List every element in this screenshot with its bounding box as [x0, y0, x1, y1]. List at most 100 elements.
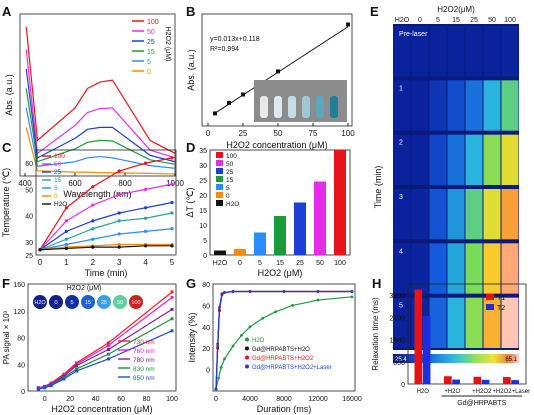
y-tick-label: 20 [199, 193, 207, 200]
y-axis-label: Abs. (a.u.) [186, 49, 196, 91]
data-point [64, 219, 68, 223]
heatmap-cell [501, 297, 519, 348]
heatmap-cell [447, 243, 465, 294]
legend-label: 850 nm [133, 375, 155, 382]
legend-label: 0 [226, 193, 230, 200]
legend-label: 15 [226, 177, 234, 184]
y-axis-label: Time (min) [373, 166, 383, 209]
fit-r2: R²=0.994 [210, 46, 239, 53]
data-point [117, 169, 121, 173]
heatmap-background [393, 24, 519, 350]
data-point [91, 219, 95, 223]
bar-T2 [452, 379, 460, 384]
y-axis-label: Temperature (℃) [1, 168, 11, 237]
data-point [62, 377, 66, 381]
y-tick-label: 0 [21, 389, 25, 396]
y-tick-label: 800 [393, 360, 405, 367]
panel-label: C [2, 140, 12, 155]
x-axis-label: Wavelength (nm) [63, 189, 131, 199]
heatmap-cell [483, 80, 501, 131]
data-point [214, 387, 218, 391]
column-label: 100 [504, 17, 516, 24]
y-tick-label: 80 [17, 336, 25, 343]
legend-label: T2 [497, 305, 505, 312]
colorbar-max: 65.1 [505, 357, 517, 363]
legend-label: Gd@HRPABTS+H2O2+Laser [252, 365, 332, 371]
data-point [316, 290, 320, 293]
heatmap-cell [465, 189, 483, 240]
series-line-100 [39, 157, 173, 251]
data-point [261, 316, 265, 320]
heatmap-cell [429, 26, 447, 77]
series-line-0 [215, 296, 353, 389]
legend-swatch [245, 337, 249, 342]
legend-label: 830 nm [133, 366, 155, 373]
heatmap-title: H2O2(μM) [437, 5, 475, 14]
x-tick-label: H2O [417, 389, 430, 395]
data-point [117, 219, 121, 223]
x-tick-label: 100 [334, 260, 346, 267]
data-point [91, 245, 95, 249]
series-line-0 [39, 243, 172, 251]
data-point [170, 307, 174, 311]
x-tick-label: 50 [274, 129, 283, 138]
panel-label: F [2, 276, 10, 291]
x-tick-label: 25 [296, 260, 304, 267]
row-label: 1 [399, 85, 403, 92]
data-point [91, 237, 95, 241]
heatmap-cell [465, 80, 483, 131]
data-point [117, 211, 121, 215]
data-point [49, 384, 53, 388]
data-point [170, 227, 174, 231]
bar-15 [274, 216, 286, 255]
row-label: 3 [399, 194, 403, 201]
column-label: H2O [395, 17, 410, 24]
heatmap-cell [465, 297, 483, 348]
legend-label: 50 [226, 161, 234, 168]
heatmap-cell [429, 297, 447, 348]
data-point [64, 246, 68, 251]
legend-label: 25 [226, 169, 234, 176]
legend-label: 780 nm [133, 357, 155, 364]
inset-label: 15 [85, 300, 91, 306]
x-tick-label: +H2O [444, 389, 460, 395]
y-axis-label: Abs. (a.u.) [4, 74, 14, 116]
data-point [144, 244, 148, 248]
y-tick-label: 10 [199, 223, 207, 230]
heatmap-cell [465, 134, 483, 185]
series-line-2 [215, 290, 352, 389]
data-point [240, 333, 243, 337]
data-point [170, 156, 174, 160]
heatmap-cell [501, 243, 519, 294]
x-tick-label: 3 [117, 258, 122, 267]
legend-label: H2O [252, 338, 265, 344]
pa-image-dot [97, 295, 111, 309]
data-point [170, 317, 174, 321]
y-tick-label: 40 [202, 325, 210, 332]
heatmap-cell [429, 189, 447, 240]
panel-label: B [186, 4, 195, 19]
row-label: 5 [399, 303, 403, 310]
data-point [170, 200, 174, 205]
panel-label: D [186, 140, 195, 155]
y-tick-label: 60 [202, 303, 210, 310]
heatmap-cell [429, 80, 447, 131]
data-point [291, 304, 294, 307]
vial [260, 96, 268, 118]
data-point [64, 242, 68, 247]
legend-swatch [216, 192, 223, 198]
bar-T2 [481, 379, 490, 384]
x-tick-label: 100 [166, 396, 178, 403]
x-tick-label: +H2O2 [472, 389, 492, 395]
heatmap-cell [411, 243, 429, 294]
legend-label: 5 [54, 185, 58, 192]
y-tick-label: 25 [25, 253, 33, 260]
data-point [282, 290, 286, 293]
y-tick-label: 15 [199, 208, 207, 215]
y-axis-label: Intensity (%) [187, 312, 197, 362]
y-tick-label: 30 [25, 240, 33, 247]
y-tick-label: 120 [13, 309, 25, 316]
colorbar-min: 25.4 [395, 357, 407, 363]
legend-label: 5 [147, 59, 151, 66]
data-point [248, 290, 252, 293]
